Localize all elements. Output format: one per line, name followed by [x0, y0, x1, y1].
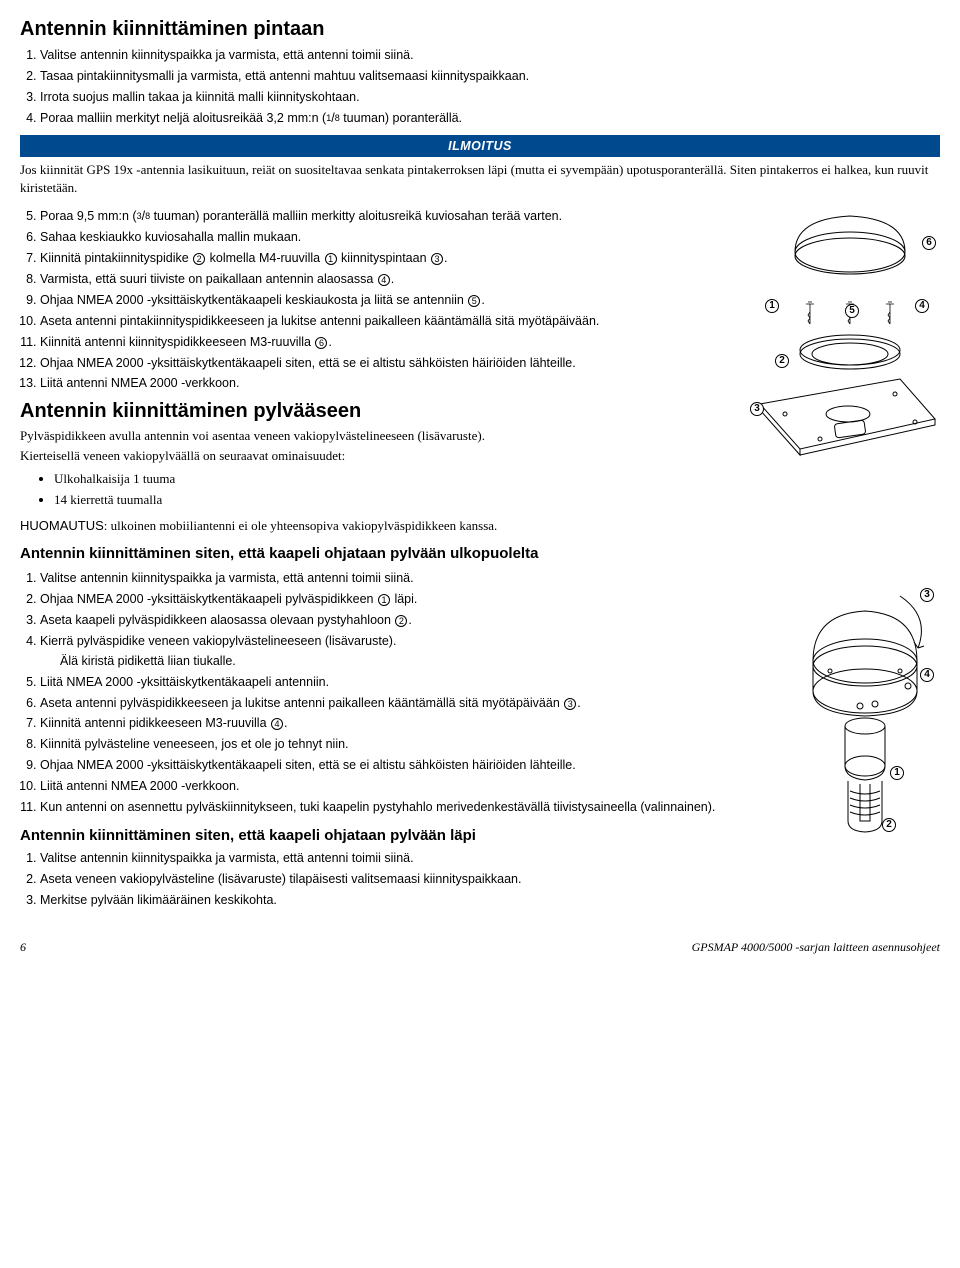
bullet: 14 kierrettä tuumalla [54, 491, 718, 509]
step: Kierrä pylväspidike veneen vakiopylväste… [40, 633, 788, 670]
step: Kiinnitä pintakiinnityspidike 2 kolmella… [40, 250, 718, 267]
step: Valitse antennin kiinnityspaikka ja varm… [40, 47, 940, 64]
steps-pole-outside: Valitse antennin kiinnityspaikka ja varm… [20, 570, 788, 816]
step: Ohjaa NMEA 2000 -yksittäiskytkentäkaapel… [40, 355, 718, 372]
step: Sahaa keskiaukko kuviosahalla mallin muk… [40, 229, 718, 246]
subheading-cable-outside: Antennin kiinnittäminen siten, että kaap… [20, 544, 940, 564]
page-number: 6 [20, 939, 26, 955]
step: Aseta antenni pintakiinnityspidikkeeseen… [40, 313, 718, 330]
step: Ohjaa NMEA 2000 -yksittäiskytkentäkaapel… [40, 757, 788, 774]
step: Aseta kaapeli pylväspidikkeen alaosassa … [40, 612, 788, 629]
step: Kiinnitä antenni kiinnityspidikkeeseen M… [40, 334, 718, 351]
step: Tasaa pintakiinnitysmalli ja varmista, e… [40, 68, 940, 85]
pole-specs: Ulkohalkaisija 1 tuuma 14 kierrettä tuum… [20, 470, 718, 508]
figure-surface-mount: 1 2 3 4 5 6 [730, 204, 940, 474]
notice-text: Jos kiinnität GPS 19x -antennia lasikuit… [20, 161, 940, 196]
step: Irrota suojus mallin takaa ja kiinnitä m… [40, 89, 940, 106]
step: Varmista, että suuri tiiviste on paikall… [40, 271, 718, 288]
steps-surface-1: Valitse antennin kiinnityspaikka ja varm… [20, 47, 940, 127]
step: Kiinnitä antenni pidikkeeseen M3-ruuvill… [40, 715, 788, 732]
notice-banner: ILMOITUS [20, 135, 940, 158]
step-text: Poraa malliin merkityt neljä aloitusreik… [40, 111, 462, 125]
step: Poraa 9,5 mm:n (3/8 tuuman) poranterällä… [40, 208, 718, 225]
steps-pole-through: Valitse antennin kiinnityspaikka ja varm… [20, 850, 788, 909]
heading-pole-mount: Antennin kiinnittäminen pylvääseen [20, 398, 718, 425]
step: Kiinnitä pylvästeline veneeseen, jos et … [40, 736, 788, 753]
step: Aseta antenni pylväspidikkeeseen ja luki… [40, 695, 788, 712]
step-warning: Älä kiristä pidikettä liian tiukalle. [60, 653, 788, 670]
intro-pole-2: Kierteisellä veneen vakiopylväällä on se… [20, 447, 718, 465]
step: Ohjaa NMEA 2000 -yksittäiskytkentäkaapel… [40, 591, 788, 608]
bullet: Ulkohalkaisija 1 tuuma [54, 470, 718, 488]
footer-doc-title: GPSMAP 4000/5000 -sarjan laitteen asennu… [692, 939, 940, 955]
step: Ohjaa NMEA 2000 -yksittäiskytkentäkaapel… [40, 292, 718, 309]
step: Merkitse pylvään likimääräinen keskikoht… [40, 892, 788, 909]
step: Aseta veneen vakiopylvästeline (lisävaru… [40, 871, 788, 888]
step: Kun antenni on asennettu pylväskiinnityk… [40, 799, 788, 816]
step: Valitse antennin kiinnityspaikka ja varm… [40, 850, 788, 867]
step: Liitä antenni NMEA 2000 -verkkoon. [40, 375, 718, 392]
step: Liitä NMEA 2000 -yksittäiskytkentäkaapel… [40, 674, 788, 691]
step: Valitse antennin kiinnityspaikka ja varm… [40, 570, 788, 587]
page-footer: 6 GPSMAP 4000/5000 -sarjan laitteen asen… [20, 939, 940, 955]
subheading-cable-through: Antennin kiinnittäminen siten, että kaap… [20, 826, 788, 846]
step: Poraa malliin merkityt neljä aloitusreik… [40, 110, 940, 127]
step: Liitä antenni NMEA 2000 -verkkoon. [40, 778, 788, 795]
intro-pole-1: Pylväspidikkeen avulla antennin voi asen… [20, 427, 718, 445]
figure-pole-mount: 1 2 3 4 [800, 566, 940, 866]
note-compat: HUOMAUTUS: ulkoinen mobiiliantenni ei ol… [20, 517, 940, 535]
step-text: Kierrä pylväspidike veneen vakiopylväste… [40, 634, 396, 648]
steps-surface-2: Poraa 9,5 mm:n (3/8 tuuman) poranterällä… [20, 208, 718, 392]
heading-surface-mount: Antennin kiinnittäminen pintaan [20, 16, 940, 43]
